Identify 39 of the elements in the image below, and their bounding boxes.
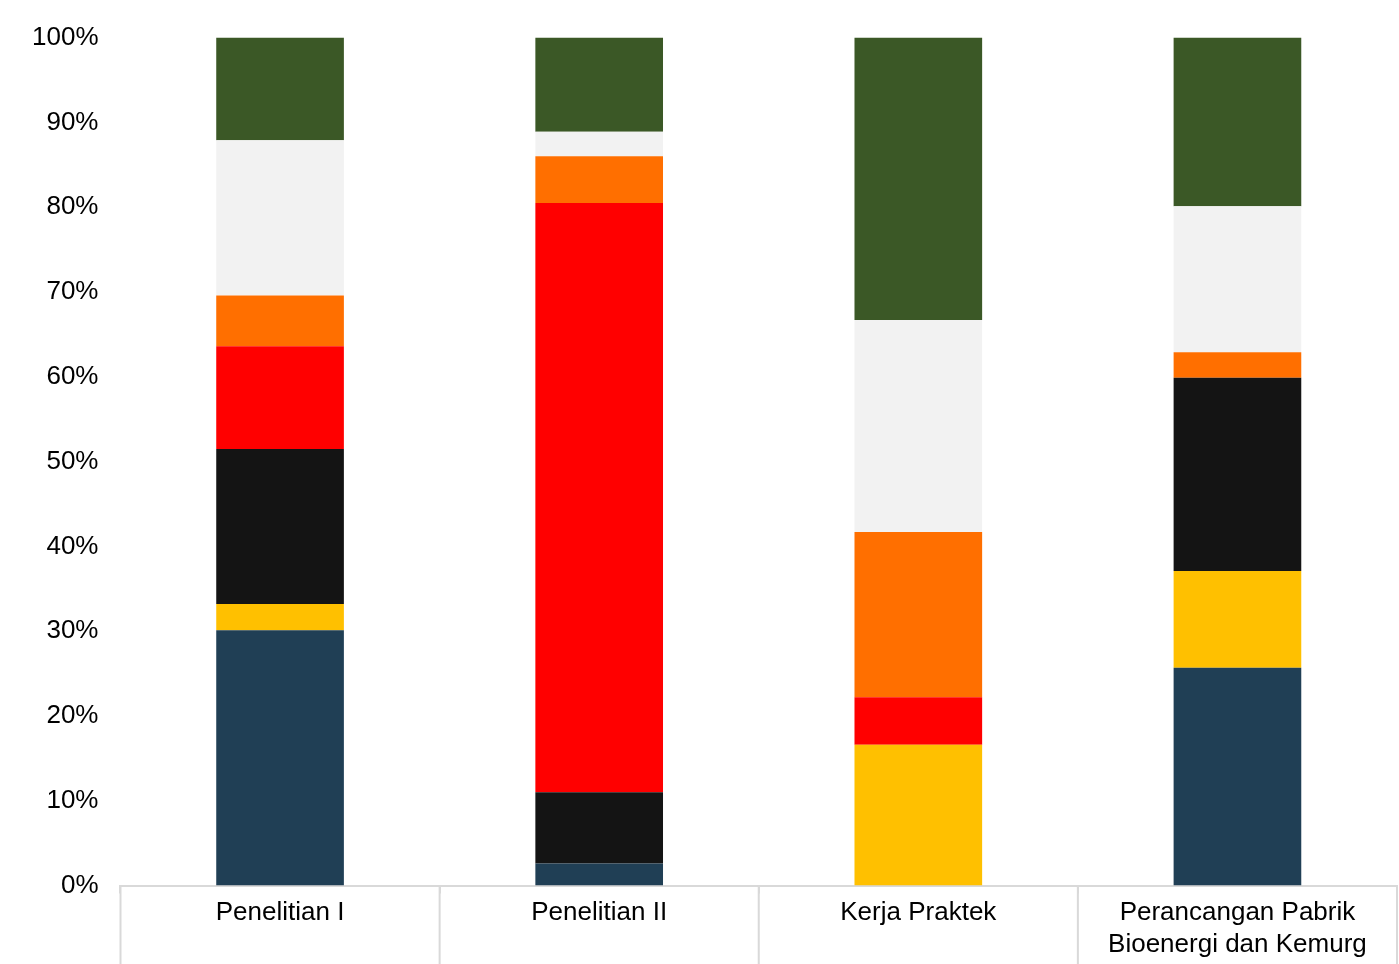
bar: [216, 448, 344, 605]
bar: [535, 792, 664, 864]
bar: [854, 744, 983, 886]
y-tick-label: 50%: [46, 444, 99, 475]
y-tick-label: 20%: [46, 699, 99, 730]
bar: [535, 863, 664, 886]
bar: [854, 319, 983, 532]
bar: [535, 202, 664, 793]
x-tick-label: Penelitian II: [531, 896, 668, 927]
bar: [535, 37, 664, 132]
bar: [1173, 206, 1302, 353]
x-tick-label: Perancangan Pabrik Bioenergi dan Kemurg: [1108, 896, 1367, 958]
bar: [535, 131, 664, 157]
bar: [216, 346, 344, 449]
y-tick-label: 30%: [46, 614, 99, 645]
bar: [1173, 667, 1302, 886]
bar: [1173, 377, 1302, 571]
y-tick-label: 100%: [32, 20, 99, 51]
y-tick-label: 70%: [46, 275, 99, 306]
y-tick-label: 10%: [46, 783, 99, 814]
bar: [1173, 352, 1302, 378]
bar: [216, 140, 344, 296]
x-tick-label: Kerja Praktek: [840, 896, 998, 927]
bar: [854, 531, 983, 698]
bar: [1173, 570, 1302, 668]
bar: [216, 630, 344, 886]
y-tick-label: 80%: [46, 190, 99, 221]
bar: [854, 37, 983, 320]
x-tick-label: Penelitian I: [215, 896, 345, 927]
y-tick-label: 60%: [46, 359, 99, 390]
bar: [535, 156, 664, 203]
bar: [216, 295, 344, 347]
bar: [854, 697, 983, 745]
y-tick-label: 90%: [46, 105, 99, 136]
y-tick-label: 0%: [60, 868, 99, 899]
bar: [216, 604, 344, 631]
y-tick-label: 40%: [46, 529, 99, 560]
bar: [216, 37, 344, 141]
bar: [1173, 37, 1302, 207]
